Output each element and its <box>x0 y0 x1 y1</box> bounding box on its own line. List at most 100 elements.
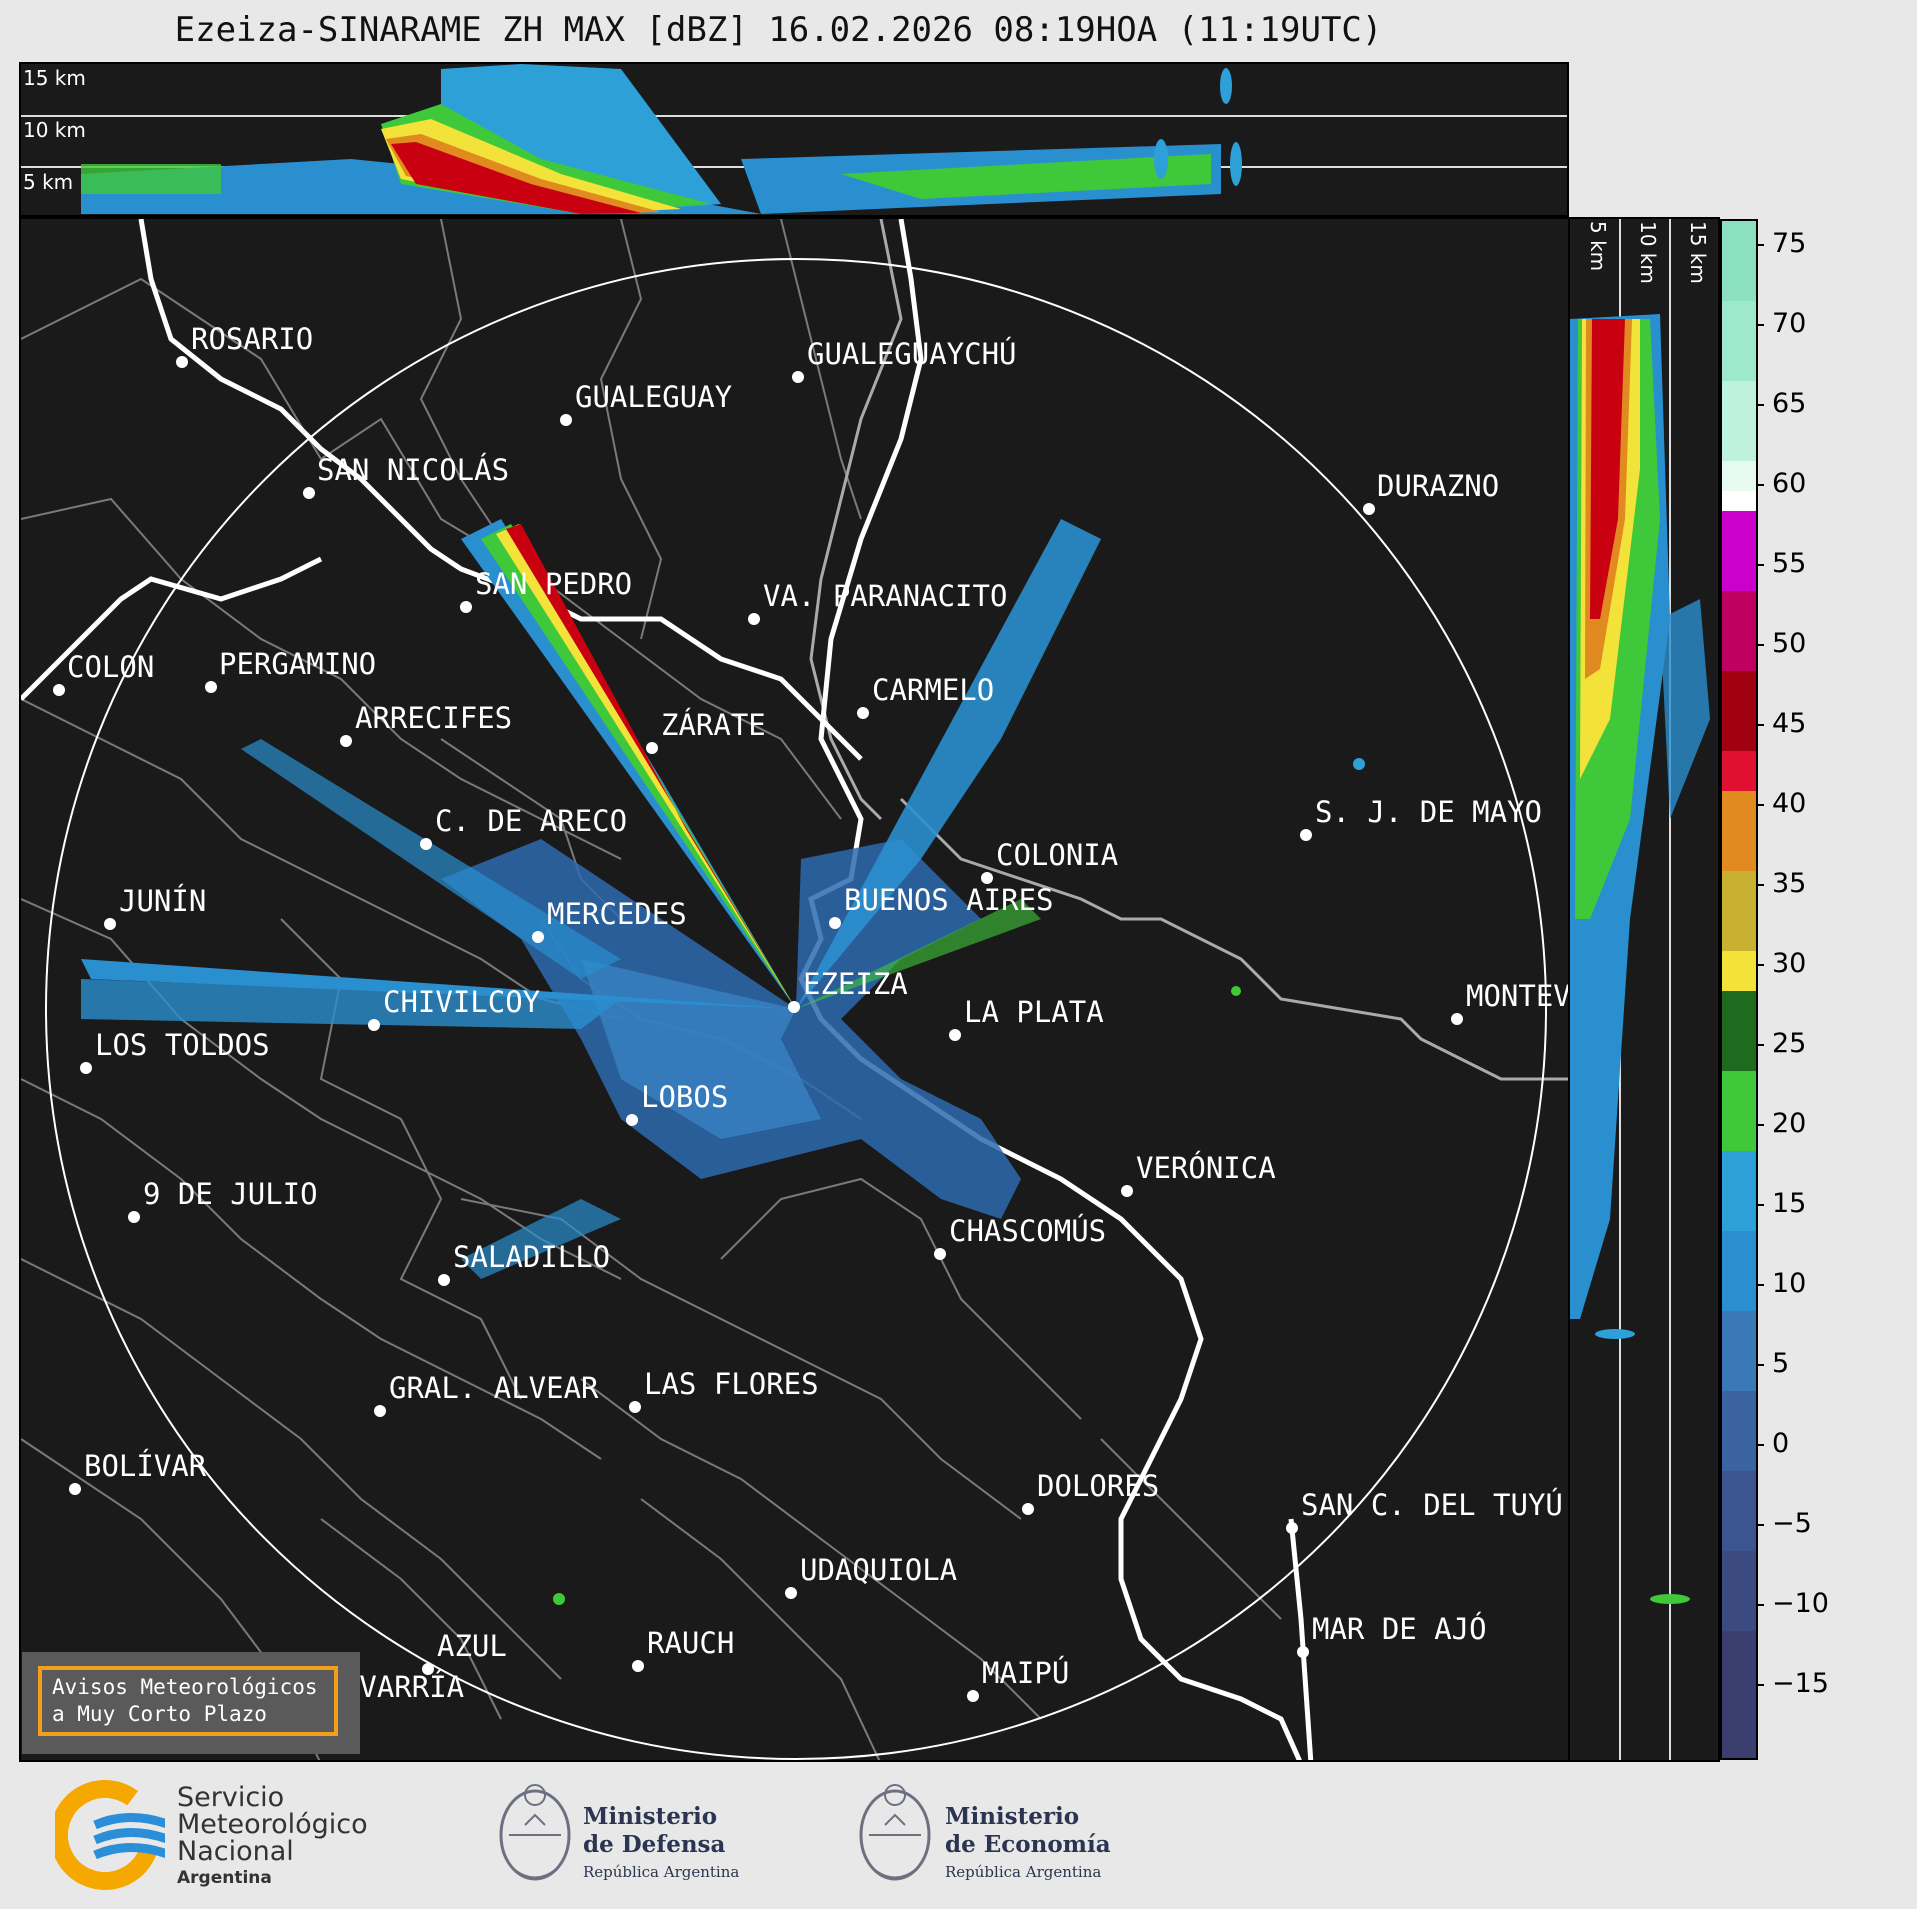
economia-line2: de Economía <box>945 1831 1111 1858</box>
svg-text:ROSARIO: ROSARIO <box>191 322 313 356</box>
svg-text:LAS FLORES: LAS FLORES <box>644 1367 819 1401</box>
colorbar-tick: 10 <box>1755 1268 1806 1299</box>
city-ezeiza: EZEIZA <box>788 967 908 1013</box>
ministerio-defensa-logo: Ministerio de Defensa República Argentin… <box>495 1775 755 1895</box>
svg-text:LOBOS: LOBOS <box>641 1080 728 1114</box>
svg-text:SALADILLO: SALADILLO <box>453 1240 610 1274</box>
colorbar-tick: −15 <box>1756 1668 1829 1699</box>
svg-text:MERCEDES: MERCEDES <box>547 897 687 931</box>
smn-name-line4: Argentina <box>177 1868 272 1888</box>
city-gral-alvear: GRAL. ALVEAR <box>374 1371 599 1417</box>
map-title: Ezeiza-SINARAME ZH MAX [dBZ] 16.02.2026 … <box>174 10 1383 50</box>
side-label-15km: 15 km <box>1686 221 1710 284</box>
colorbar-tick: 30 <box>1755 948 1806 979</box>
svg-text:VA. PARANACITO: VA. PARANACITO <box>763 579 1007 613</box>
svg-text:SAN PEDRO: SAN PEDRO <box>475 567 632 601</box>
svg-text:GRAL. ALVEAR: GRAL. ALVEAR <box>389 1371 599 1405</box>
city-azul: AZUL <box>422 1629 507 1675</box>
colorbar-tick: 60 <box>1755 468 1806 499</box>
altitude-label-5km: 5 km <box>23 170 74 194</box>
city-carmelo: CARMELO <box>857 673 994 719</box>
defensa-line3: República Argentina <box>583 1863 740 1881</box>
colorbar-tick: 55 <box>1755 548 1806 579</box>
colorbar-tick: 70 <box>1755 308 1806 339</box>
smn-emblem-icon <box>55 1780 165 1890</box>
svg-text:C. DE ARECO: C. DE ARECO <box>435 804 627 838</box>
city-rauch: RAUCH <box>632 1626 734 1672</box>
colorbar-tick: 0 <box>1755 1428 1789 1459</box>
range-ring <box>45 258 1547 1760</box>
city-arrecifes: ARRECIFES <box>340 701 512 747</box>
colorbar-tick: 75 <box>1755 228 1806 259</box>
colorbar-tick: 25 <box>1755 1028 1806 1059</box>
svg-text:CHIVILCOY: CHIVILCOY <box>383 985 540 1019</box>
svg-text:COLON: COLON <box>67 650 154 684</box>
svg-text:DOLORES: DOLORES <box>1037 1469 1159 1503</box>
colorbar-tick: 20 <box>1755 1108 1806 1139</box>
svg-text:ARRECIFES: ARRECIFES <box>355 701 512 735</box>
svg-text:RAUCH: RAUCH <box>647 1626 734 1660</box>
colorbar-tick: 65 <box>1755 388 1806 419</box>
altitude-label-10km: 10 km <box>23 118 86 142</box>
city-rosario: ROSARIO <box>176 322 313 368</box>
city-lobos: LOBOS <box>626 1080 728 1126</box>
colorbar <box>1720 219 1758 1760</box>
city-maipu: MAIPÚ <box>967 1656 1069 1702</box>
warning-box-text[interactable]: Avisos Meteorológicos a Muy Corto Plazo <box>38 1666 338 1736</box>
colorbar-tick: 50 <box>1755 628 1806 659</box>
svg-text:VERÓNICA: VERÓNICA <box>1136 1151 1276 1185</box>
smn-name-line3: Nacional <box>177 1836 294 1867</box>
economia-line3: República Argentina <box>945 1863 1102 1881</box>
svg-text:SAN NICOLÁS: SAN NICOLÁS <box>317 453 509 487</box>
city-zarate: ZÁRATE <box>646 708 766 754</box>
defensa-line2: de Defensa <box>583 1831 726 1858</box>
city-sj-de-mayo: S. J. DE MAYO <box>1300 795 1542 841</box>
coat-of-arms-icon <box>499 1784 571 1881</box>
warning-box[interactable]: Avisos Meteorológicos a Muy Corto Plazo <box>22 1652 360 1754</box>
city-san-pedro: SAN PEDRO <box>460 567 632 613</box>
city-mar-de-ajo: MAR DE AJÓ <box>1297 1612 1487 1658</box>
city-udaquiola: UDAQUIOLA <box>785 1553 957 1599</box>
city-markers: ROSARIO GUALEGUAYCHÚ GUALEGUAY SAN NICOL… <box>53 322 1570 1716</box>
smn-name-line2: Meteorológico <box>177 1809 368 1840</box>
svg-text:COLONIA: COLONIA <box>996 838 1118 872</box>
svg-text:CHASCOMÚS: CHASCOMÚS <box>949 1214 1106 1248</box>
city-las-flores: LAS FLORES <box>629 1367 819 1413</box>
economia-line1: Ministerio <box>945 1803 1080 1830</box>
smn-name-line1: Servicio <box>177 1782 285 1813</box>
svg-text:9 DE JULIO: 9 DE JULIO <box>143 1177 318 1211</box>
city-colonia: COLONIA <box>981 838 1118 884</box>
smn-logo: Servicio Meteorológico Nacional Argentin… <box>55 1780 395 1890</box>
svg-text:MAIPÚ: MAIPÚ <box>982 1656 1069 1690</box>
side-cross-section: 5 km 10 km 15 km <box>1568 217 1720 1762</box>
side-label-5km: 5 km <box>1586 221 1610 272</box>
city-buenos-aires: BUENOS AIRES <box>829 883 1054 929</box>
svg-text:LOS TOLDOS: LOS TOLDOS <box>95 1028 270 1062</box>
ministerio-economia-logo: Ministerio de Economía República Argenti… <box>855 1775 1135 1895</box>
colorbar-tick: 40 <box>1755 788 1806 819</box>
svg-text:GUALEGUAY: GUALEGUAY <box>575 380 732 414</box>
defensa-line1: Ministerio <box>583 1803 718 1830</box>
svg-text:DURAZNO: DURAZNO <box>1377 469 1499 503</box>
svg-text:AZUL: AZUL <box>437 1629 507 1663</box>
svg-text:EZEIZA: EZEIZA <box>803 967 908 1001</box>
svg-text:BOLÍVAR: BOLÍVAR <box>84 1449 207 1483</box>
city-veronica: VERÓNICA <box>1121 1151 1276 1197</box>
radar-echoes <box>81 519 1365 1605</box>
svg-text:S. J. DE MAYO: S. J. DE MAYO <box>1315 795 1542 829</box>
svg-text:JUNÍN: JUNÍN <box>119 884 206 918</box>
svg-text:MONTEVIDEO: MONTEVIDEO <box>1466 979 1570 1013</box>
city-junin: JUNÍN <box>104 884 206 930</box>
city-bolivar: BOLÍVAR <box>69 1449 207 1495</box>
svg-text:UDAQUIOLA: UDAQUIOLA <box>800 1553 957 1587</box>
city-san-c-del-tuyu: SAN C. DEL TUYÚ <box>1286 1488 1563 1534</box>
colorbar-tick: 35 <box>1755 868 1806 899</box>
svg-text:LA PLATA: LA PLATA <box>964 995 1104 1029</box>
svg-text:CARMELO: CARMELO <box>872 673 994 707</box>
city-mercedes: MERCEDES <box>532 897 687 943</box>
city-pergamino: PERGAMINO <box>205 647 376 693</box>
city-gualeguay: GUALEGUAY <box>560 380 732 426</box>
city-los-toldos: LOS TOLDOS <box>80 1028 270 1074</box>
city-c-de-areco: C. DE ARECO <box>420 804 627 850</box>
city-la-plata: LA PLATA <box>949 995 1104 1041</box>
